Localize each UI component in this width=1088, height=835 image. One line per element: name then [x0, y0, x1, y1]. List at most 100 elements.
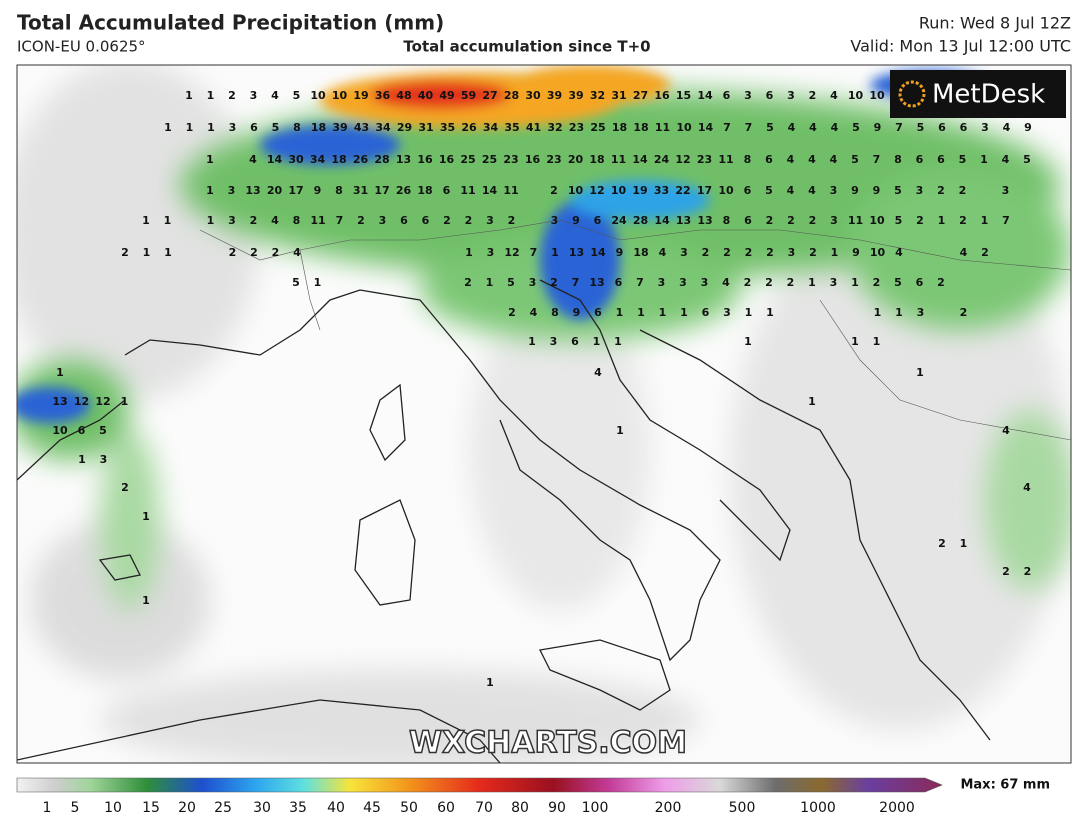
grid-value: 10 [310, 89, 326, 102]
grid-value: 2 [1002, 565, 1010, 578]
grid-value: 8 [293, 214, 301, 227]
grid-value: 2 [723, 246, 731, 259]
grid-value: 1 [637, 306, 645, 319]
grid-value: 5 [272, 121, 280, 134]
grid-value: 1 [486, 676, 494, 689]
colorbar-tick-label: 45 [363, 800, 381, 816]
grid-value: 10 [718, 184, 734, 197]
grid-value: 1 [745, 306, 753, 319]
grid-value: 18 [633, 121, 648, 134]
grid-value: 6 [594, 306, 602, 319]
grid-value: 10 [332, 89, 348, 102]
grid-value: 8 [293, 121, 301, 134]
grid-value: 1 [314, 276, 322, 289]
grid-value: 3 [723, 306, 731, 319]
grid-value: 1 [486, 276, 494, 289]
grid-value: 7 [636, 276, 644, 289]
grid-value: 3 [658, 276, 666, 289]
grid-value: 1 [851, 335, 859, 348]
grid-value: 3 [379, 214, 387, 227]
grid-value: 8 [723, 214, 731, 227]
grid-value: 30 [288, 153, 304, 166]
grid-value: 5 [766, 121, 774, 134]
grid-value: 11 [310, 214, 325, 227]
grid-value: 13 [396, 153, 411, 166]
grid-value: 16 [525, 153, 541, 166]
grid-value: 1 [831, 246, 839, 259]
grid-value: 33 [654, 184, 669, 197]
grid-value: 41 [526, 121, 541, 134]
grid-value: 1 [121, 395, 129, 408]
grid-value: 34 [483, 121, 499, 134]
grid-value: 27 [633, 89, 648, 102]
grid-value: 3 [787, 89, 795, 102]
grid-value: 48 [396, 89, 411, 102]
grid-value: 13 [52, 395, 67, 408]
grid-value: 5 [765, 184, 773, 197]
grid-value: 3 [981, 121, 989, 134]
grid-value: 2 [443, 214, 451, 227]
grid-value: 3 [744, 89, 752, 102]
grid-value: 9 [616, 246, 624, 259]
grid-value: 14 [697, 89, 713, 102]
grid-value: 2 [508, 306, 516, 319]
grid-value: 4 [1002, 424, 1010, 437]
grid-value: 14 [632, 153, 648, 166]
grid-value: 1 [528, 335, 536, 348]
grid-value: 6 [594, 214, 602, 227]
grid-value: 14 [654, 214, 670, 227]
grid-value: 14 [590, 246, 606, 259]
grid-value: 2 [766, 246, 774, 259]
grid-value: 8 [335, 184, 343, 197]
grid-value: 9 [314, 184, 322, 197]
grid-value: 18 [589, 153, 604, 166]
grid-value: 24 [654, 153, 670, 166]
grid-value: 7 [895, 121, 903, 134]
grid-value: 14 [698, 121, 714, 134]
grid-value: 10 [870, 246, 886, 259]
grid-value: 6 [250, 121, 258, 134]
grid-value: 31 [353, 184, 368, 197]
grid-value: 6 [422, 214, 430, 227]
grid-value: 1 [981, 214, 989, 227]
grid-value: 5 [293, 89, 301, 102]
grid-value: 7 [723, 121, 731, 134]
grid-value: 1 [142, 214, 150, 227]
grid-value: 6 [916, 276, 924, 289]
grid-value: 22 [675, 184, 690, 197]
colorbar-tick-label: 25 [214, 800, 232, 816]
grid-value: 3 [830, 214, 838, 227]
grid-value: 4 [788, 121, 796, 134]
grid-value: 4 [808, 153, 816, 166]
grid-value: 2 [357, 214, 365, 227]
grid-value: 17 [374, 184, 389, 197]
grid-value: 9 [874, 121, 882, 134]
grid-value: 24 [611, 214, 627, 227]
grid-value: 28 [374, 153, 389, 166]
grid-value: 3 [830, 276, 838, 289]
grid-value: 1 [744, 335, 752, 348]
grid-value: 4 [249, 153, 257, 166]
grid-value: 4 [271, 89, 279, 102]
grid-value: 16 [439, 153, 455, 166]
grid-value: 11 [655, 121, 670, 134]
grid-value: 10 [676, 121, 692, 134]
grid-value: 1 [616, 306, 624, 319]
grid-value: 3 [680, 246, 688, 259]
grid-value: 1 [78, 453, 86, 466]
grid-value: 17 [288, 184, 303, 197]
grid-value: 4 [831, 121, 839, 134]
grid-value: 6 [571, 335, 579, 348]
grid-value: 2 [938, 537, 946, 550]
grid-value: 26 [461, 121, 477, 134]
grid-value: 9 [573, 306, 581, 319]
grid-value: 1 [465, 246, 473, 259]
grid-value: 1 [164, 121, 172, 134]
subtitle: Total accumulation since T+0 [403, 38, 650, 56]
grid-value: 3 [830, 184, 838, 197]
grid-value: 2 [937, 184, 945, 197]
grid-value: 5 [851, 153, 859, 166]
grid-value: 5 [507, 276, 515, 289]
watermark: WXCHARTS.COM [409, 726, 687, 761]
